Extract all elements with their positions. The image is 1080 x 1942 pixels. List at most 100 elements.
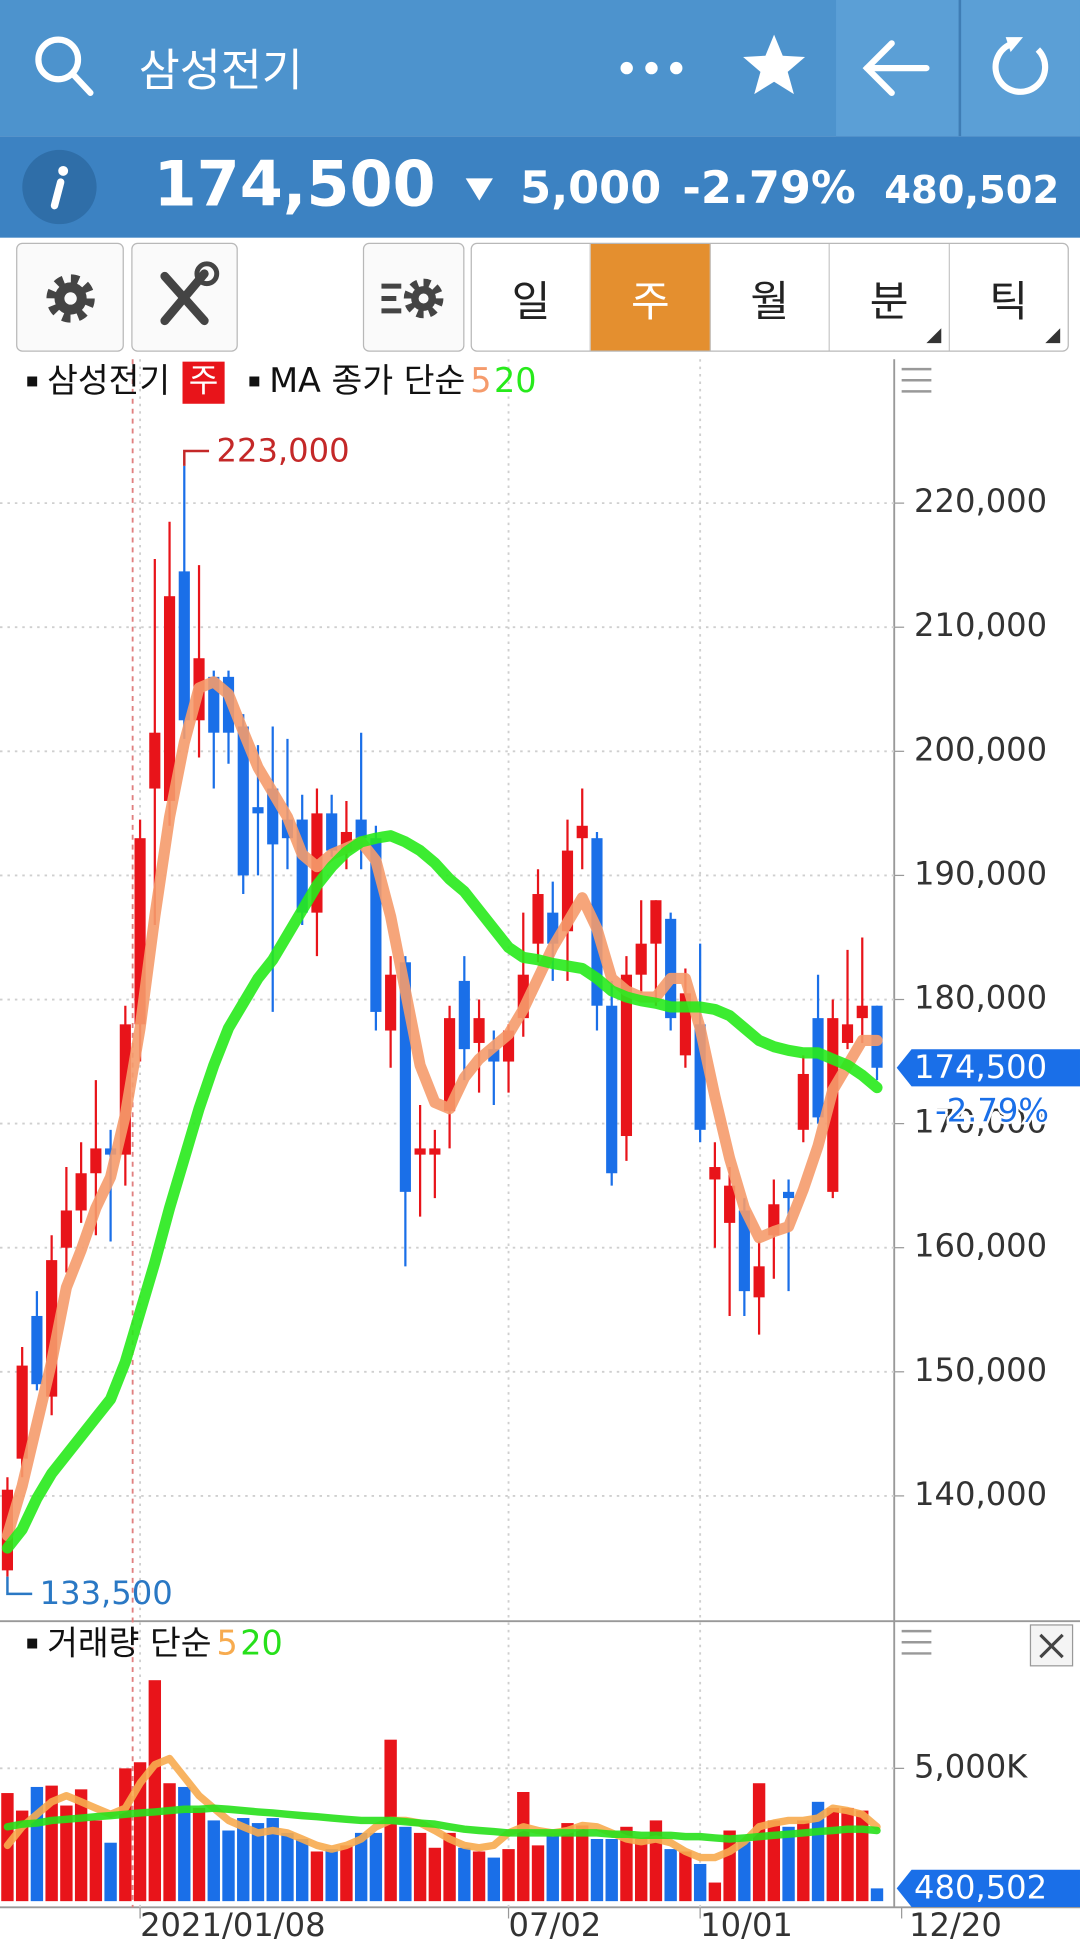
ma-line <box>3 1804 881 1843</box>
volume-bar <box>119 1768 132 1902</box>
period-tab[interactable]: 주 <box>591 243 711 351</box>
candle-body <box>502 1030 515 1062</box>
close-icon <box>1039 1633 1064 1659</box>
tools-icon <box>160 261 220 326</box>
candle-body <box>782 1191 795 1199</box>
candle-body <box>576 825 588 839</box>
period-tab[interactable]: 틱 <box>949 244 1067 351</box>
refresh-arrow <box>1005 37 1024 53</box>
down-arrow <box>465 178 493 201</box>
candle-body <box>709 1167 721 1180</box>
y-tick-label: 140,000 <box>914 1475 1047 1513</box>
y-tick-label: 170,000 <box>914 1103 1047 1141</box>
more-icon[interactable] <box>620 61 683 75</box>
y-tick-label: 210,000 <box>914 606 1047 644</box>
candle-body <box>444 1018 456 1112</box>
chart: 140,000 150,000 160,000 170,000 180,000 190,0… <box>0 359 1080 1942</box>
volume-bar <box>60 1805 73 1902</box>
volume-bar <box>310 1851 324 1902</box>
volume-bar <box>163 1783 176 1902</box>
indicator-button[interactable] <box>362 242 465 352</box>
legend-badge-text: 주 <box>189 362 219 400</box>
volume-bar <box>222 1830 235 1902</box>
volume-bar <box>30 1786 44 1902</box>
legend-text: 20 <box>240 1623 283 1662</box>
volume-bar <box>605 1839 618 1902</box>
legend-text: 거래량 단순 <box>47 1623 211 1662</box>
legend-text: 20 <box>494 361 537 400</box>
info-stem <box>50 178 65 210</box>
candle-body <box>326 813 338 851</box>
period-tab[interactable]: 월 <box>711 243 831 351</box>
tab-label: 일 <box>511 276 551 327</box>
candle-body <box>16 1365 28 1459</box>
candle-body <box>149 732 161 789</box>
volume-bar <box>325 1849 338 1902</box>
refresh-icon <box>992 40 1049 95</box>
candle-body <box>208 676 220 733</box>
volume-bar <box>811 1801 825 1902</box>
volume-bar <box>192 1807 206 1902</box>
volume-bar <box>664 1849 677 1902</box>
candle-body <box>635 943 647 975</box>
candle-body <box>178 571 190 721</box>
indicator-icon <box>381 278 444 319</box>
candle-body <box>31 1315 43 1385</box>
candle-body <box>46 1260 58 1397</box>
candle-body <box>812 1018 824 1118</box>
volume-bar <box>296 1839 309 1902</box>
candle-body <box>267 788 279 845</box>
candle-body <box>237 726 249 876</box>
candle-body <box>355 819 367 839</box>
tools-button[interactable] <box>131 242 238 352</box>
search-icon[interactable] <box>35 36 94 96</box>
candle-body <box>679 993 691 1056</box>
volume-bar <box>679 1851 692 1902</box>
volume-bar <box>634 1839 648 1902</box>
y-tick-label: 5,000K <box>914 1747 1028 1785</box>
current-marker <box>896 1869 1080 1907</box>
volume-bar <box>841 1807 854 1902</box>
volume-bar <box>413 1832 427 1902</box>
x-tick-label: 10/01 <box>700 1906 793 1942</box>
candle-body <box>841 1024 854 1043</box>
change-rate: -2.79% <box>682 163 856 215</box>
settings-button[interactable] <box>16 242 124 352</box>
candle-body <box>296 819 308 913</box>
candle-body <box>105 1148 117 1155</box>
candle-body <box>738 1210 750 1292</box>
candle-body <box>620 974 633 1137</box>
volume-bar <box>487 1857 500 1902</box>
period-tab[interactable]: 분 <box>830 243 950 351</box>
volume-bar <box>693 1863 707 1902</box>
candle-body <box>724 1185 736 1223</box>
candle-body <box>561 850 574 932</box>
candle-body <box>429 1148 441 1155</box>
volume-bar <box>738 1841 751 1902</box>
legend-badge <box>182 361 225 404</box>
volume-bar <box>472 1851 486 1902</box>
x-tick-label: 07/02 <box>509 1906 602 1942</box>
volume-bar <box>458 1847 471 1902</box>
top-icons <box>35 0 1080 137</box>
back-icon <box>862 40 930 96</box>
period-tab[interactable]: 일 <box>472 243 592 351</box>
info-dot <box>58 165 69 176</box>
candle-body <box>370 838 382 1012</box>
volume-bar <box>870 1888 884 1902</box>
candle-body <box>134 838 146 1025</box>
candle-body <box>488 1049 500 1062</box>
current-label: 480,502 <box>914 1869 1047 1907</box>
volume-bar <box>767 1820 781 1902</box>
candle-body <box>340 831 352 851</box>
volume-bar <box>590 1839 604 1902</box>
refresh-button[interactable] <box>961 0 1080 137</box>
ma-line <box>1 830 883 1554</box>
legend-marker <box>27 376 38 387</box>
candle-body <box>797 1073 809 1130</box>
favorite-icon[interactable] <box>743 34 806 95</box>
y-tick-label: 200,000 <box>914 730 1047 768</box>
